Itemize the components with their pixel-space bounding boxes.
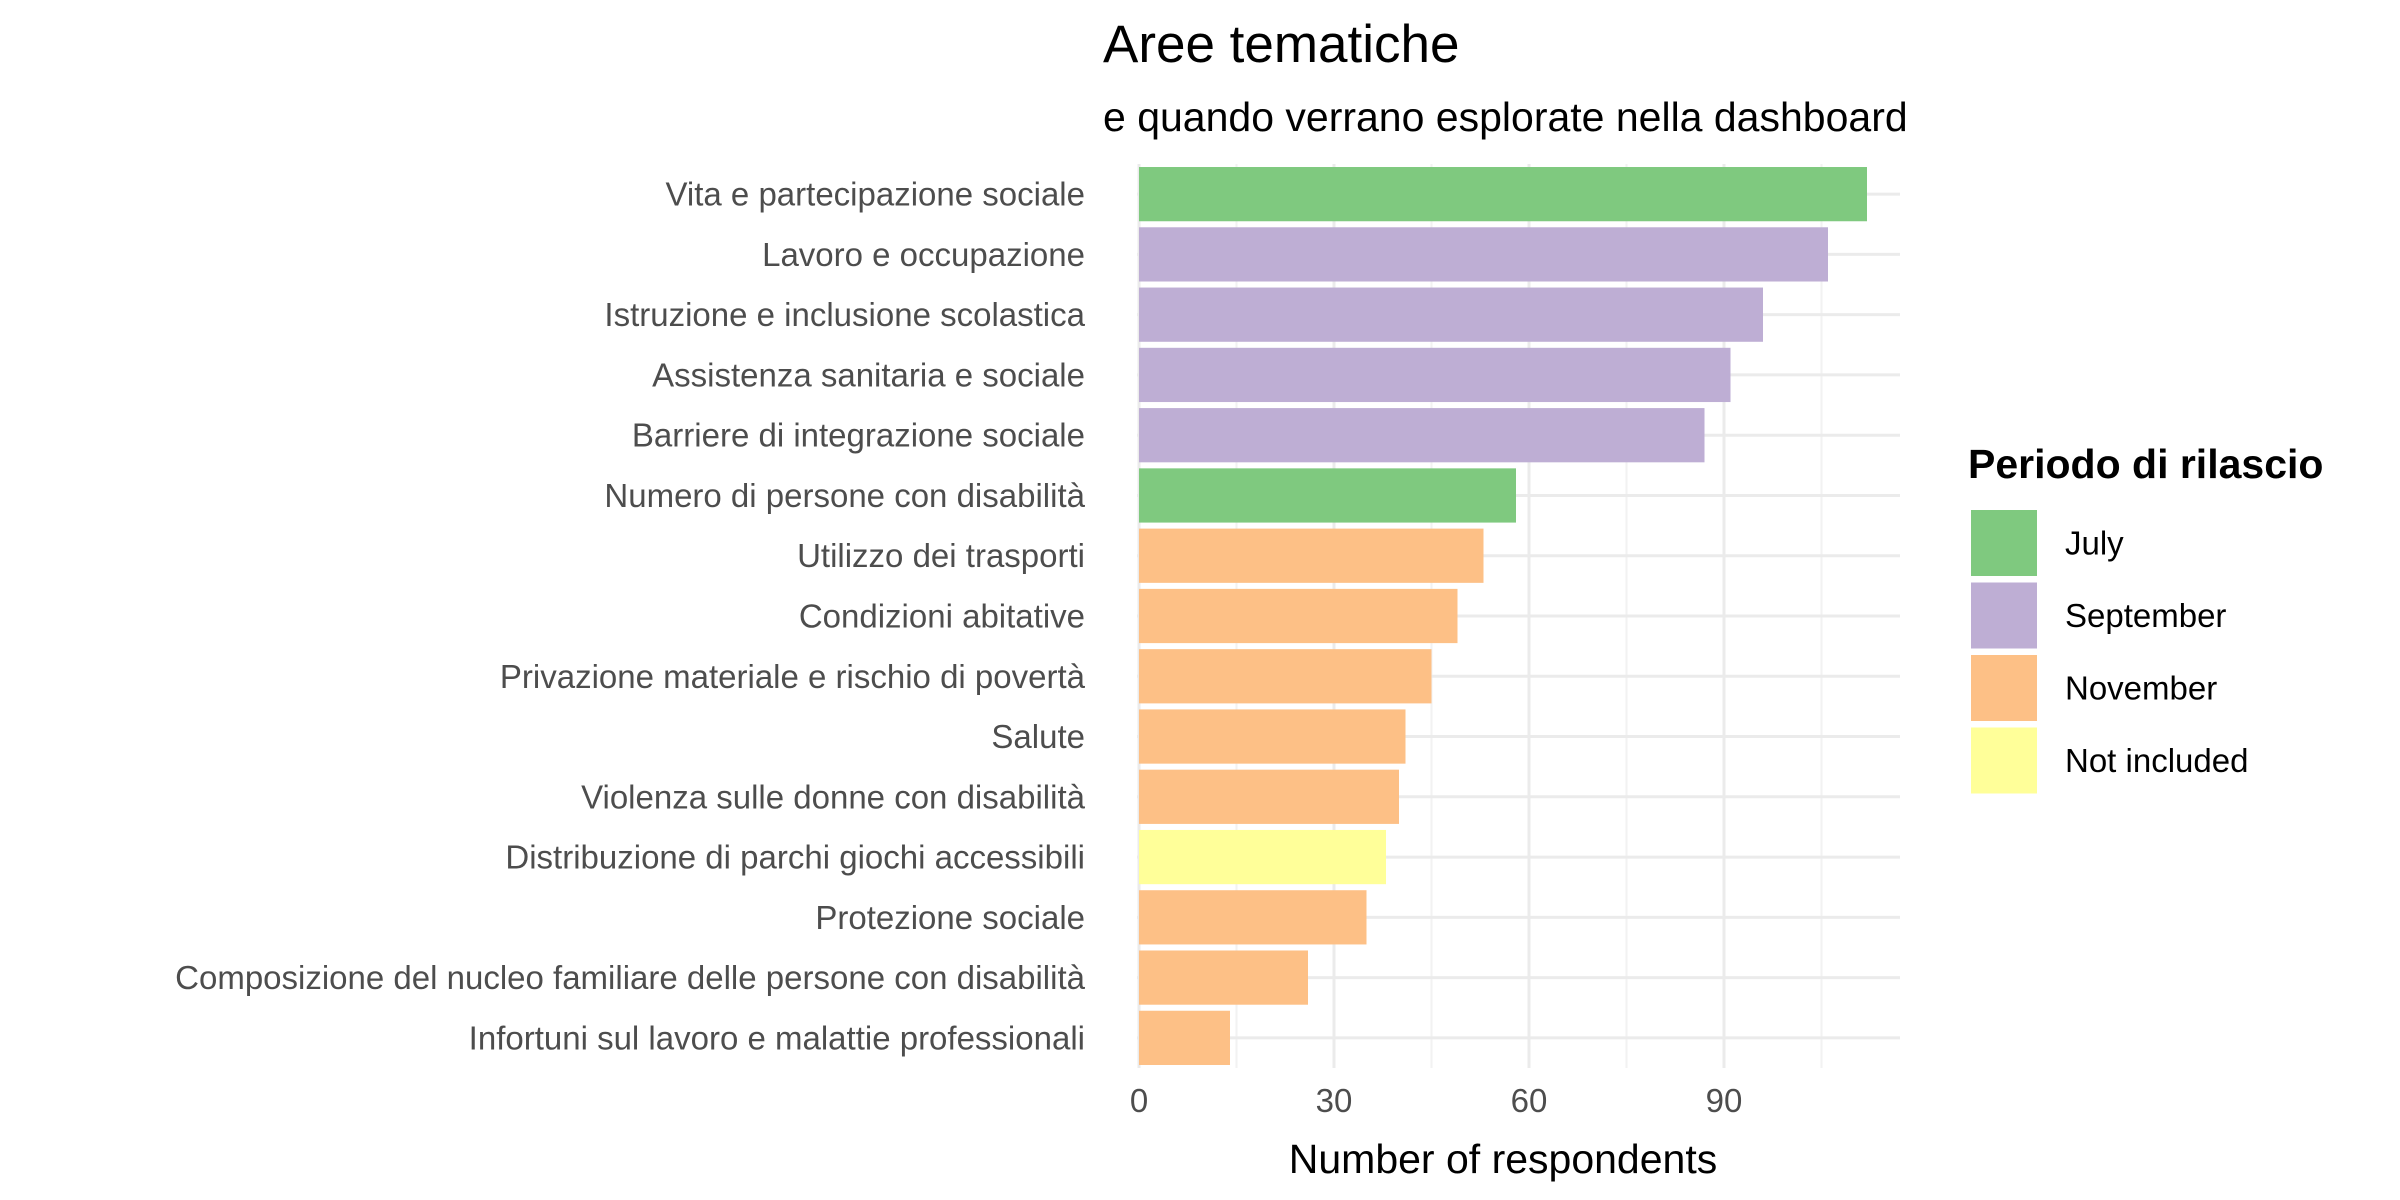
- bar: [1139, 468, 1516, 523]
- category-label: Composizione del nucleo familiare delle …: [175, 959, 1085, 996]
- category-label: Numero di persone con disabilità: [604, 477, 1085, 514]
- x-tick-label: 60: [1511, 1082, 1548, 1119]
- legend-label: November: [2065, 670, 2217, 707]
- legend-label: Not included: [2065, 742, 2248, 779]
- x-axis-title: Number of respondents: [1289, 1136, 1717, 1182]
- legend-key: [1971, 510, 2037, 576]
- category-label: Infortuni sul lavoro e malattie professi…: [469, 1019, 1085, 1056]
- bar: [1139, 408, 1705, 463]
- bar: [1139, 528, 1484, 583]
- category-label: Istruzione e inclusione scolastica: [604, 296, 1085, 333]
- legend-key: [1971, 655, 2037, 721]
- bar: [1139, 167, 1867, 222]
- bar: [1139, 227, 1828, 282]
- bar: [1139, 890, 1367, 945]
- category-label: Barriere di integrazione sociale: [632, 417, 1085, 454]
- bar: [1139, 709, 1406, 764]
- bar: [1139, 588, 1458, 644]
- bar: [1139, 769, 1399, 824]
- category-label: Assistenza sanitaria e sociale: [652, 356, 1085, 393]
- category-label: Condizioni abitative: [799, 598, 1085, 635]
- legend-key: [1971, 582, 2037, 649]
- legend-label: September: [2065, 597, 2226, 634]
- category-label-layer: Vita e partecipazione sociale Lavoro e oc…: [175, 176, 1086, 1057]
- bar: [1139, 347, 1731, 403]
- category-label: Lavoro e occupazione: [762, 236, 1085, 273]
- legend-title: Periodo di rilascio: [1968, 441, 2323, 487]
- legend-items: July September November Not included: [1971, 510, 2248, 794]
- bar: [1139, 649, 1432, 704]
- bar: [1139, 950, 1308, 1005]
- bar: [1139, 287, 1763, 342]
- category-label: Privazione materiale e rischio di povert…: [500, 658, 1086, 695]
- legend-label: July: [2065, 525, 2124, 562]
- legend-key: [1971, 727, 2037, 794]
- bar-layer: [1139, 167, 1867, 1065]
- x-tick-label: 30: [1316, 1082, 1353, 1119]
- legend: Periodo di rilascio July September Novembe…: [1968, 441, 2323, 794]
- category-label: Utilizzo dei trasporti: [797, 537, 1085, 574]
- category-label: Distribuzione di parchi giochi accessibi…: [505, 839, 1085, 876]
- category-label: Vita e partecipazione sociale: [666, 176, 1086, 213]
- x-tick-label: 90: [1706, 1082, 1743, 1119]
- chart-subtitle: e quando verrano esplorate nella dashboa…: [1103, 94, 1908, 140]
- category-label: Protezione sociale: [815, 899, 1085, 936]
- chart-title: Aree tematiche: [1103, 15, 1459, 74]
- category-label: Violenza sulle donne con disabilità: [581, 778, 1086, 815]
- x-tick-layer: 0 30 60 90: [1130, 1082, 1743, 1119]
- category-label: Salute: [991, 718, 1085, 755]
- bar: [1139, 829, 1386, 885]
- x-tick-label: 0: [1130, 1082, 1148, 1119]
- bar: [1139, 1010, 1230, 1065]
